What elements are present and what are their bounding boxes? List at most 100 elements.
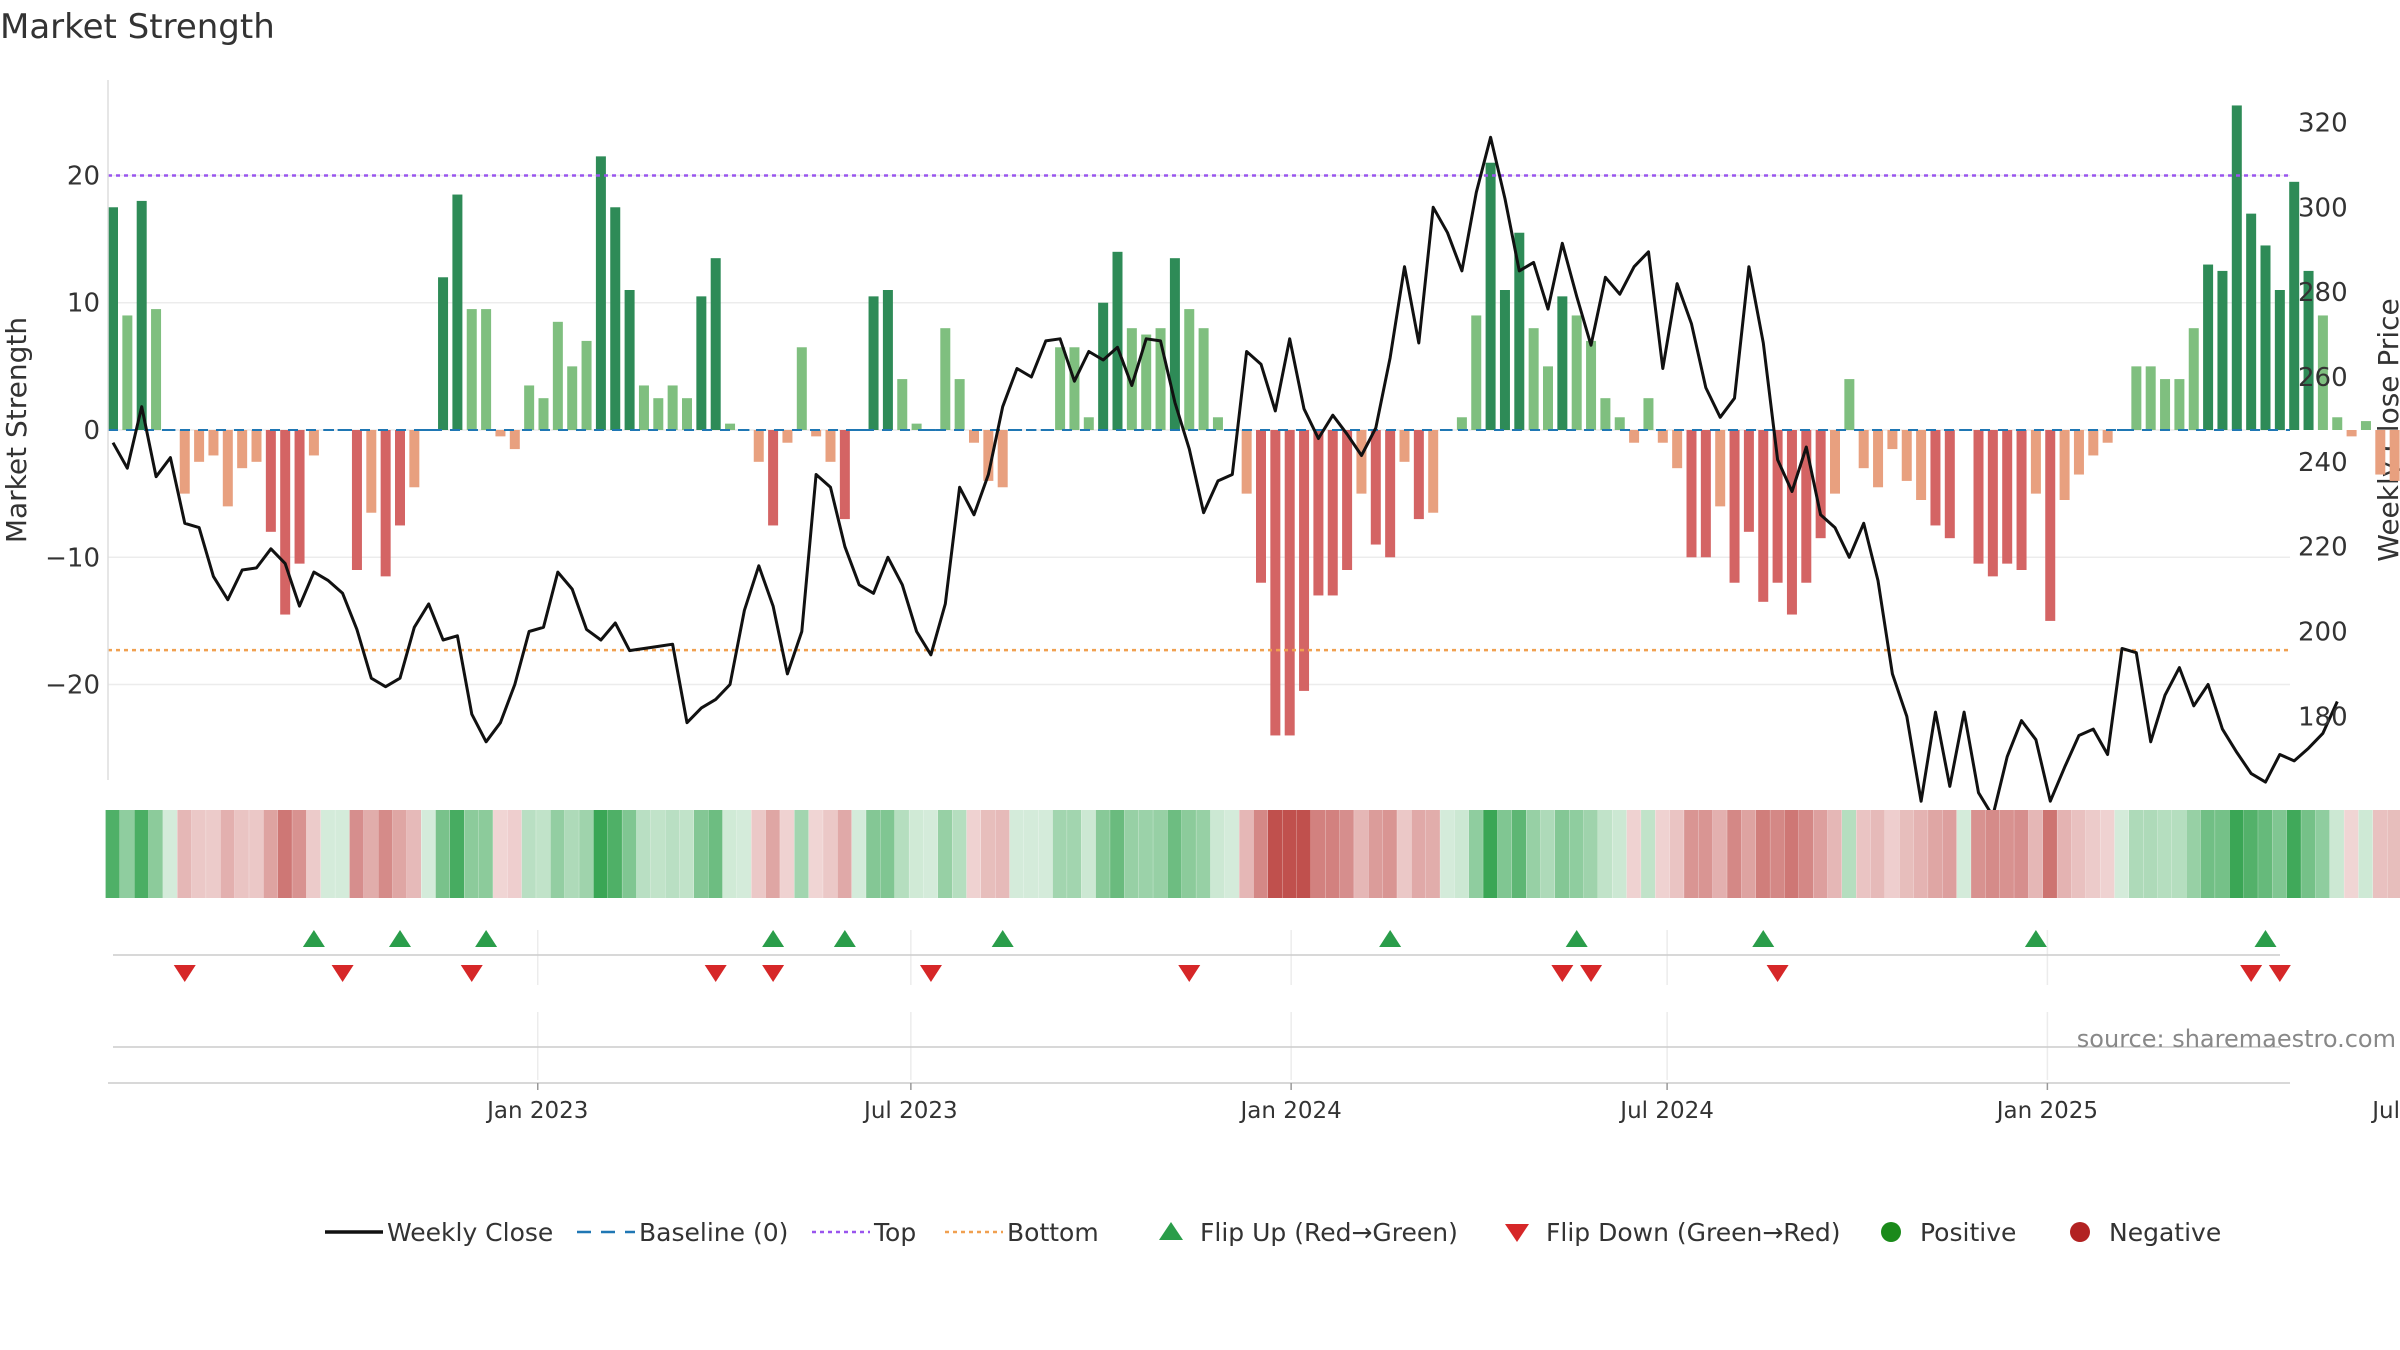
strength-bar [1715,430,1726,507]
heat-cell [1210,810,1225,898]
strength-bar [2160,379,2171,430]
heat-cell [1138,810,1153,898]
strength-bar [954,379,965,430]
strength-bar [595,156,606,430]
flip-markers [113,930,2291,982]
strength-bar [1098,302,1109,430]
heat-cell [1095,810,1110,898]
flip-down-marker [1580,965,1603,982]
strength-bar [1944,430,1955,539]
strength-bar [2174,379,2185,430]
strength-bar [1385,430,1396,558]
strength-bar [2260,245,2271,430]
heat-cell [1511,810,1526,898]
strength-bar [208,430,219,456]
heat-cell [507,810,522,898]
heat-cell [1913,810,1928,898]
strength-bar [1858,430,1869,469]
heat-cell [2272,810,2287,898]
heat-cell [1899,810,1914,898]
strength-bar [710,258,721,430]
strength-bar [179,430,190,494]
strength-bar [2102,430,2113,443]
strength-bar [1614,417,1625,430]
heat-cell [1296,810,1311,898]
heat-cell [622,810,637,898]
flip-down-marker [1551,965,1574,982]
strength-bar [2059,430,2070,500]
source-label: source: sharemaestro.com [2077,1025,2396,1053]
heat-cell [263,810,278,898]
heat-cell [206,810,221,898]
legend-label: Top [873,1218,916,1247]
heat-cell [1727,810,1742,898]
strength-bar [638,385,649,430]
strength-bar [1686,430,1697,558]
legend-item: Weekly Close [325,1218,553,1247]
strength-bar [1241,430,1252,494]
strength-bar [696,296,707,430]
heat-cell [607,810,622,898]
strength-bar [1083,417,1094,430]
heat-cell [1196,810,1211,898]
legend-label: Weekly Close [387,1218,553,1247]
legend-item: Negative [2070,1218,2221,1247]
heat-cell [2071,810,2086,898]
strength-bar [2389,430,2400,481]
heat-cell [823,810,838,898]
flip-up-marker [302,930,325,947]
flip-down-marker [173,965,196,982]
heat-cell [2042,810,2057,898]
flip-up-marker [833,930,856,947]
heat-cell [708,810,723,898]
heat-cell [1641,810,1656,898]
heat-cell [220,810,235,898]
heat-cell [593,810,608,898]
strength-bar [2016,430,2027,570]
heat-cell [2286,810,2301,898]
flip-down-marker [762,965,785,982]
heat-cell [1267,810,1283,898]
strength-bar [811,430,822,437]
strength-bar [251,430,262,462]
strength-bar [911,423,922,430]
heat-cell [1684,810,1699,898]
strength-bar [122,315,133,430]
legend-label: Bottom [1007,1218,1099,1247]
x-tick-label: Jul 2024 [1618,1098,1714,1124]
heat-cell [1067,810,1082,898]
heat-cell [191,810,206,898]
heat-cell [1124,810,1139,898]
heat-cell [1052,810,1067,898]
strength-bar [1256,430,1266,583]
strength-bar [969,430,979,443]
x-tick-label: Jul 2023 [862,1098,958,1124]
heat-cell [249,810,264,898]
heat-cell [1167,810,1182,898]
strength-bar [1370,430,1381,545]
flip-down-marker [1766,965,1789,982]
strength-bar [782,430,793,443]
flip-up-marker [2254,930,2277,947]
heat-cell [765,810,780,898]
heat-cell [1856,810,1871,898]
heat-cell [1081,810,1096,898]
heat-cell [880,810,895,898]
strength-bar [108,207,118,430]
legend-item: Top [812,1218,916,1247]
chart-title: Market Strength [0,7,275,47]
flip-up-marker [991,930,1014,947]
heat-cell [378,810,393,898]
y-tick-label: −20 [45,671,100,701]
heat-cell [1698,810,1713,898]
strength-bar [1299,430,1310,691]
strength-bar [395,430,405,526]
strength-bar [1499,290,1510,430]
heat-cell [808,810,823,898]
heat-cell [1798,810,1813,898]
heat-cell [493,810,508,898]
heat-cell [2329,810,2344,898]
strength-bar [2117,429,2127,431]
heat-cell [148,810,163,898]
heat-cell [995,810,1010,898]
